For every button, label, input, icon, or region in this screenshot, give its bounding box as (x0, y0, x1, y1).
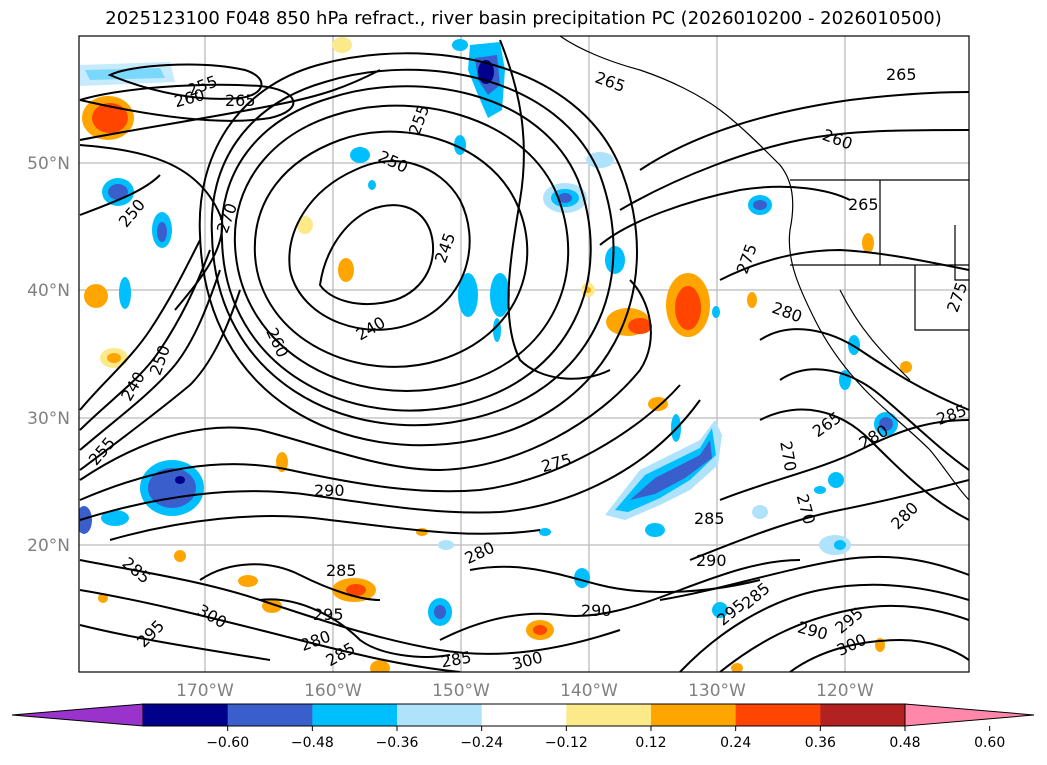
colorbar-tick-label-7: 0.36 (805, 735, 836, 751)
label-290-b: 290 (581, 601, 612, 620)
colorbar-segment-9 (820, 704, 906, 726)
label-285-b: 285 (694, 509, 725, 528)
colorbar-segment-2 (227, 704, 313, 726)
colorbar-tick-label-0: −0.60 (206, 735, 249, 751)
refractivity-contours (79, 39, 969, 672)
colorbar-tick-label-3: −0.24 (460, 735, 503, 751)
label-295-b: 295 (313, 605, 344, 624)
lon-label-130w: 130°W (688, 681, 746, 701)
lon-label-120w: 120°W (816, 681, 874, 701)
colorbar-tick-label-5: 0.12 (635, 735, 666, 751)
latitude-labels: 50°N 40°N 30°N 20°N (27, 154, 70, 556)
colorbar-segment-1 (143, 704, 229, 726)
label-265-a: 265 (225, 91, 256, 110)
colorbar-segment-5 (481, 704, 567, 726)
lat-label-40n: 40°N (27, 281, 70, 301)
label-265-c: 265 (886, 65, 917, 84)
label-290-a: 290 (314, 481, 345, 500)
colorbar-tick-label-1: −0.48 (291, 735, 334, 751)
colorbar-tick-label-8: 0.48 (889, 735, 920, 751)
coastline (559, 36, 969, 501)
colorbar-segments (12, 704, 1034, 726)
colorbar-segment-8 (735, 704, 821, 726)
colorbar-extend-min (12, 704, 143, 726)
colorbar-extend-max (905, 704, 1034, 726)
lon-label-140w: 140°W (560, 681, 618, 701)
colorbar-segment-4 (397, 704, 483, 726)
colorbar-segment-3 (312, 704, 398, 726)
plot-frame (78, 35, 970, 673)
lat-label-50n: 50°N (27, 154, 70, 174)
map-title: 2025123100 F048 850 hPa refract., river … (105, 8, 942, 29)
colorbar-tick-label-6: 0.24 (720, 735, 751, 751)
colorbar-tick-label-4: −0.12 (545, 735, 588, 751)
lat-label-20n: 20°N (27, 536, 70, 556)
lon-label-150w: 150°W (432, 681, 490, 701)
colorbar-segment-7 (651, 704, 737, 726)
colorbar-tick-label-9: 0.60 (974, 735, 1005, 751)
label-265-d: 265 (848, 195, 879, 214)
lon-label-170w: 170°W (176, 681, 234, 701)
label-285-d: 285 (326, 561, 357, 580)
precipitation-shading (79, 37, 912, 672)
label-290-d: 290 (696, 551, 727, 570)
longitude-labels: 170°W 160°W 150°W 140°W 130°W 120°W (176, 681, 874, 701)
colorbar-segment-6 (566, 704, 652, 726)
colorbar-tick-label-2: −0.36 (376, 735, 419, 751)
colorbar: −0.60 −0.48 −0.36 −0.24 −0.12 0.12 0.24 0.36 0.4… (11, 703, 1035, 751)
colorbar-outline-right (904, 703, 1035, 727)
lon-label-160w: 160°W (304, 681, 362, 701)
lat-label-30n: 30°N (27, 409, 70, 429)
colorbar-ticks: −0.60 −0.48 −0.36 −0.24 −0.12 0.12 0.24 0.36 0.4… (206, 726, 1005, 751)
